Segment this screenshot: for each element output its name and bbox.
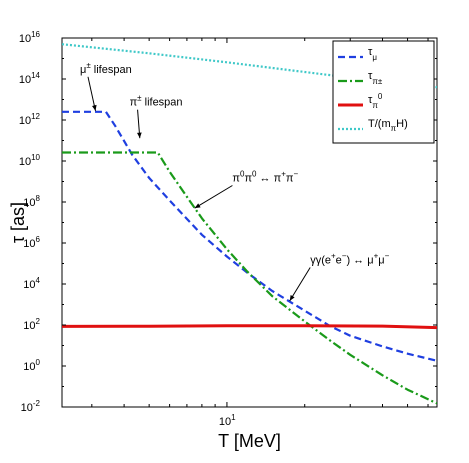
y-tick-label: 1014 bbox=[19, 71, 41, 86]
series-line-2 bbox=[62, 151, 437, 405]
y-tick-label: 100 bbox=[23, 358, 40, 373]
legend-label-2: τπ± bbox=[368, 70, 383, 86]
y-axis-label: τ [as] bbox=[8, 202, 28, 243]
y-tick-label: 1012 bbox=[19, 112, 41, 127]
annotation-arrowhead-3 bbox=[194, 203, 201, 209]
annotation-label-4: γγ(e+e−) ↔ μ+μ− bbox=[310, 252, 389, 267]
series-line-4 bbox=[62, 43, 437, 89]
y-tick-label: 106 bbox=[23, 235, 40, 250]
y-tick-label: 10-2 bbox=[21, 399, 41, 414]
annotation-layer: μ± lifespan π± lifespan π0π0 ↔ π+π− γγ(e+e−… bbox=[80, 61, 390, 302]
legend-label-4: T/(mπH) bbox=[368, 118, 408, 133]
annotation-label-3: π0π0 ↔ π+π− bbox=[232, 170, 298, 185]
annotation-arrowhead-1 bbox=[92, 104, 97, 111]
x-axis-label: T [MeV] bbox=[218, 431, 281, 451]
series-layer bbox=[62, 43, 437, 405]
y-tick-label: 102 bbox=[23, 317, 40, 332]
y-tick-label: 1010 bbox=[19, 153, 41, 168]
series-line-1 bbox=[62, 110, 437, 362]
annotation-arrowhead-4 bbox=[289, 294, 295, 301]
annotation-arrow-3 bbox=[194, 185, 233, 209]
series-line-3 bbox=[62, 324, 437, 330]
legend-label-1: τμ bbox=[368, 46, 377, 62]
annotation-arrow-4 bbox=[289, 267, 311, 302]
y-tick-label: 108 bbox=[23, 194, 40, 209]
ticks-layer: 10-2 100 102 104 106 108 1010 1012 1014 1016 101 bbox=[19, 30, 437, 428]
legend: τμ τπ± τπ0 T/(mπH) bbox=[332, 40, 435, 144]
y-tick-label: 104 bbox=[23, 276, 40, 291]
x-tick-label: 101 bbox=[219, 413, 236, 428]
annotation-arrowhead-2 bbox=[137, 132, 142, 139]
annotation-arrow-1 bbox=[87, 76, 96, 111]
annotation-label-2: π± lifespan bbox=[130, 94, 183, 109]
legend-label-3: τπ0 bbox=[368, 92, 383, 110]
annotation-label-1: μ± lifespan bbox=[80, 61, 132, 76]
y-tick-label: 1016 bbox=[19, 30, 41, 45]
